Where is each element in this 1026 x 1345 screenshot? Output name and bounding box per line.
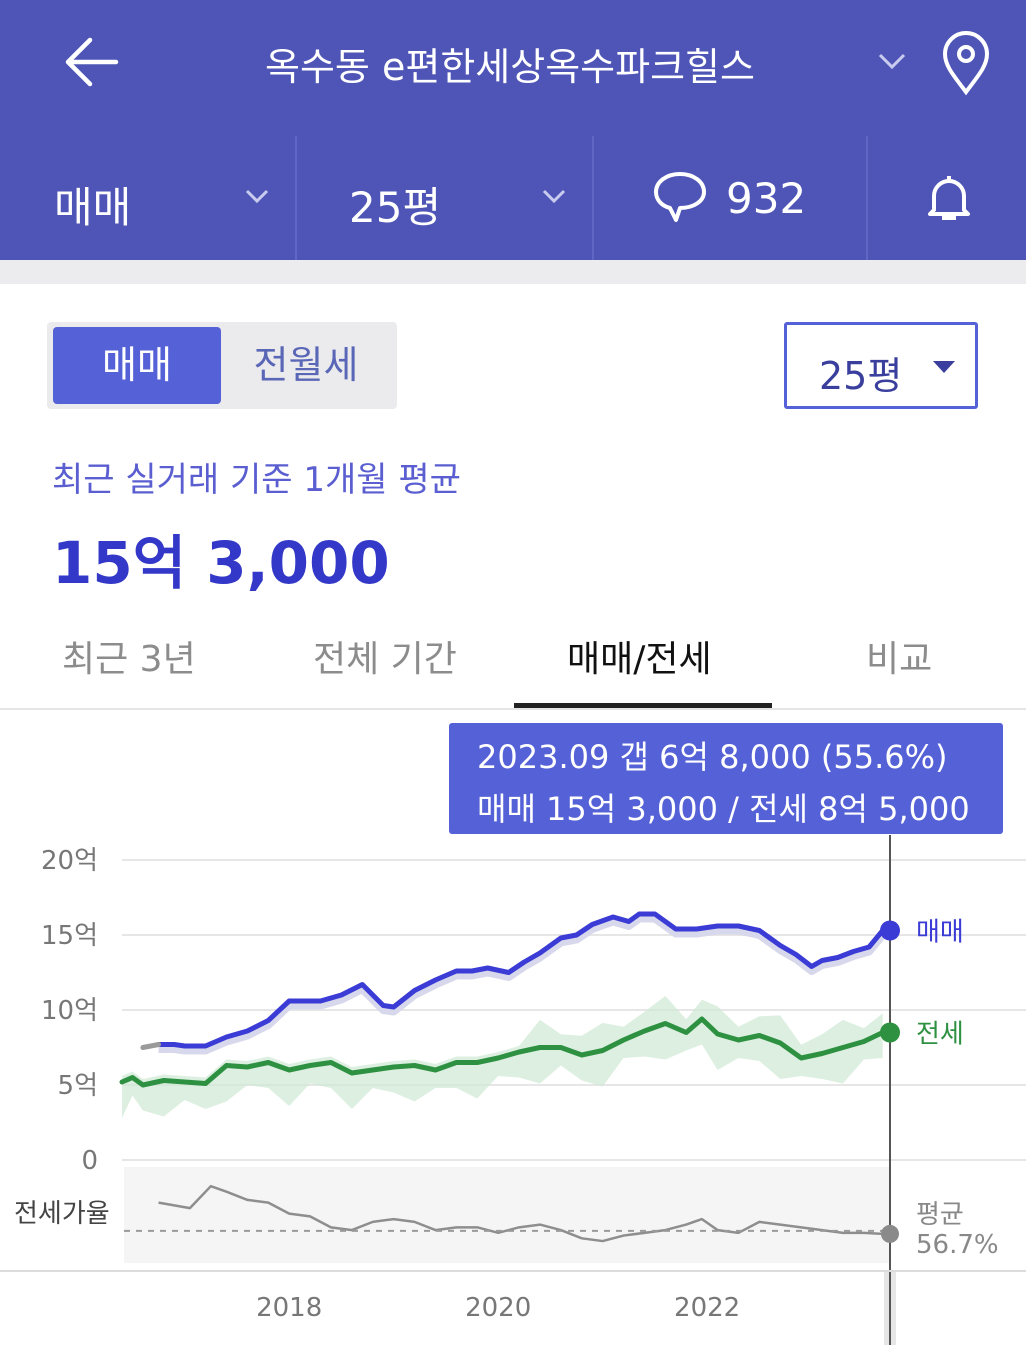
size-select-value: 25평: [819, 354, 903, 398]
ratio-panel-bg: [124, 1167, 890, 1263]
bell-icon: [928, 176, 970, 220]
comment-count: 932: [726, 174, 807, 223]
trade-type-dropdown[interactable]: 매매: [0, 136, 297, 260]
y-tick-label: 20억: [41, 846, 98, 876]
section-divider: [0, 260, 1026, 284]
price-caption: 최근 실거래 기준 1개월 평균: [52, 460, 461, 500]
y-tick-label: 0: [81, 1146, 98, 1176]
sale-pre-segment: [140, 1042, 162, 1050]
sale-series-line: [156, 911, 886, 1049]
active-tab-indicator: [514, 703, 772, 708]
alarm-button[interactable]: [868, 136, 1026, 260]
speech-bubble-icon: [654, 172, 706, 222]
tooltip-line-1: 2023.09 갭 6억 8,000 (55.6%): [477, 738, 948, 776]
trade-segment-control: 매매 전월세: [47, 322, 397, 409]
back-arrow-icon[interactable]: [60, 34, 120, 90]
size-dropdown[interactable]: 25평: [297, 136, 594, 260]
tab-sale-jeonse[interactable]: 매매/전세: [567, 639, 712, 680]
y-tick-label: 5억: [58, 1071, 98, 1101]
sale-range-shadow: [158, 914, 886, 1055]
app-header: 옥수동 e편한세상옥수파크힐스: [0, 0, 1026, 136]
size-select[interactable]: 25평: [784, 322, 978, 409]
tab-compare[interactable]: 비교: [866, 639, 933, 680]
x-tick-label: 2018: [256, 1293, 322, 1323]
x-tick-label: 2022: [674, 1293, 740, 1323]
filter-bar: 매매 25평 932: [0, 136, 1026, 260]
ratio-endpoint-dot: [881, 1224, 899, 1243]
jeonse-endpoint-dot: [880, 1022, 900, 1043]
ratio-average-label: 평균: [916, 1200, 964, 1230]
chevron-down-icon: [245, 189, 269, 204]
segment-sale[interactable]: 매매: [53, 327, 221, 404]
tab-recent-3y[interactable]: 최근 3년: [62, 639, 196, 680]
tab-all-period[interactable]: 전체 기간: [313, 639, 457, 680]
average-price: 15억 3,000: [52, 529, 390, 597]
sale-endpoint-dot: [880, 920, 900, 941]
jeonse-series-label: 전세: [916, 1020, 964, 1050]
segment-rent[interactable]: 전월세: [253, 343, 359, 387]
y-tick-label: 10억: [41, 996, 98, 1026]
ratio-axis-label: 전세가율: [14, 1199, 110, 1229]
x-tick-label: 2020: [465, 1293, 531, 1323]
size-label: 25평: [349, 183, 442, 232]
jeonse-series-line: [119, 1016, 886, 1088]
comments-button[interactable]: 932: [594, 136, 868, 260]
caret-down-icon: [933, 361, 955, 373]
tab-divider: [0, 708, 1026, 710]
trade-type-label: 매매: [54, 183, 132, 232]
ratio-average-value: 56.7%: [916, 1230, 999, 1260]
ratio-series-line: [158, 1184, 883, 1243]
chevron-down-icon: [542, 189, 566, 204]
complex-title[interactable]: 옥수동 e편한세상옥수파크힐스: [265, 45, 755, 89]
chevron-down-icon[interactable]: [876, 48, 908, 74]
y-tick-label: 15억: [41, 921, 98, 951]
sale-series-label: 매매: [916, 918, 964, 948]
tooltip-line-2: 매매 15억 3,000 / 전세 8억 5,000: [477, 790, 970, 828]
location-pin-icon[interactable]: [940, 30, 992, 96]
chart-tooltip: 2023.09 갭 6억 8,000 (55.6%) 매매 15억 3,000 …: [449, 723, 1003, 834]
